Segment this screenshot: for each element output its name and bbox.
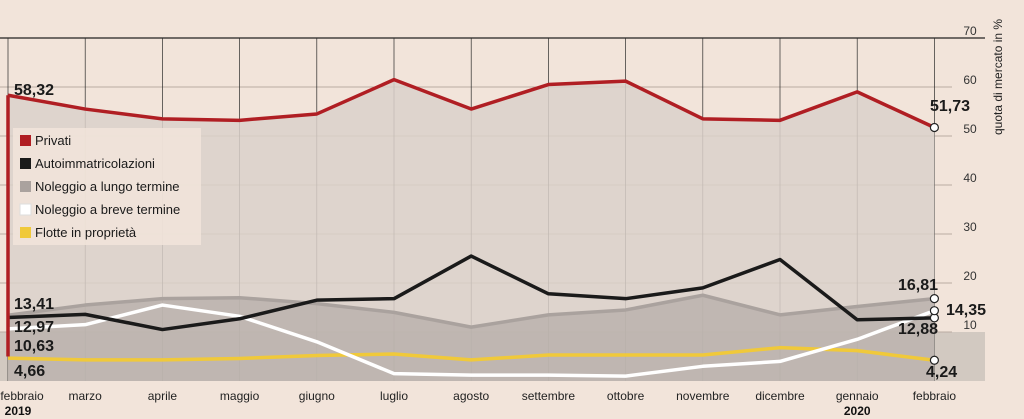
y-tick-label: 50	[963, 122, 977, 136]
x-tick-label: maggio	[220, 389, 260, 403]
data-label-end: 51,73	[930, 98, 970, 115]
series-line	[7, 254, 935, 332]
legend-label: Flotte in proprietà	[35, 225, 137, 240]
y-tick-label: 70	[963, 24, 977, 38]
legend-label: Noleggio a lungo termine	[35, 179, 180, 194]
legend: Privati Autoimmatricolazioni Noleggio a lu…	[13, 128, 201, 245]
x-tick-label: novembre	[676, 389, 730, 403]
legend-label: Privati	[35, 133, 71, 148]
year-label: 2019	[5, 404, 32, 418]
end-markers	[929, 122, 940, 365]
y-tick-label: 20	[963, 269, 977, 283]
y-axis-label: quota di mercato in %	[991, 19, 1005, 135]
data-label-end: 14,35	[946, 302, 986, 319]
data-label-start: 10,63	[14, 338, 54, 355]
data-label-start: 12,97	[14, 319, 54, 336]
series-lines	[6, 77, 936, 378]
x-tick-label: agosto	[453, 389, 489, 403]
data-label-end: 4,24	[926, 364, 957, 381]
data-label-start: 13,41	[14, 296, 54, 313]
year-label: 2020	[844, 404, 871, 418]
series-line	[7, 293, 935, 329]
data-label-start: 58,32	[14, 82, 54, 99]
end-marker	[929, 294, 940, 304]
legend-swatch	[20, 227, 31, 238]
y-tick-label: 10	[963, 318, 977, 332]
x-tick-label: settembre	[522, 389, 576, 403]
x-tick-label: dicembre	[755, 389, 805, 403]
legend-swatch	[19, 203, 32, 216]
x-tick-label: aprile	[148, 389, 178, 403]
legend-label: Autoimmatricolazioni	[35, 156, 155, 171]
legend-swatch	[20, 181, 31, 192]
axes: 10 20 30 40 50 60 70 febbraio marzo aprile maggio g…	[0, 24, 977, 418]
series-line	[7, 303, 936, 378]
data-label-end: 16,81	[898, 277, 938, 294]
end-marker	[929, 122, 940, 133]
y-tick-label: 30	[963, 220, 977, 234]
x-tick-label: giugno	[299, 389, 335, 403]
y-tick-label: 60	[963, 73, 977, 87]
x-tick-label: febbraio	[0, 389, 44, 403]
end-marker	[929, 355, 940, 365]
legend-box	[13, 128, 201, 245]
legend-swatch	[20, 135, 31, 146]
x-tick-label: gennaio	[836, 389, 879, 403]
data-label-end: 12,88	[898, 321, 938, 338]
legend-label: Noleggio a breve termine	[35, 202, 180, 217]
series-line	[7, 345, 935, 362]
x-tick-label: luglio	[380, 389, 408, 403]
y-tick-label: 40	[963, 171, 977, 185]
data-label-start: 4,66	[14, 363, 45, 380]
x-tick-label: marzo	[69, 389, 103, 403]
data-labels: 58,32 51,73 12,97 12,88 13,41 16,81 10,63 14,35…	[14, 82, 986, 381]
legend-swatch	[20, 158, 31, 169]
end-marker	[929, 306, 940, 316]
x-tick-label: febbraio	[913, 389, 957, 403]
series-line	[7, 77, 936, 130]
x-tick-label: ottobre	[607, 389, 645, 403]
